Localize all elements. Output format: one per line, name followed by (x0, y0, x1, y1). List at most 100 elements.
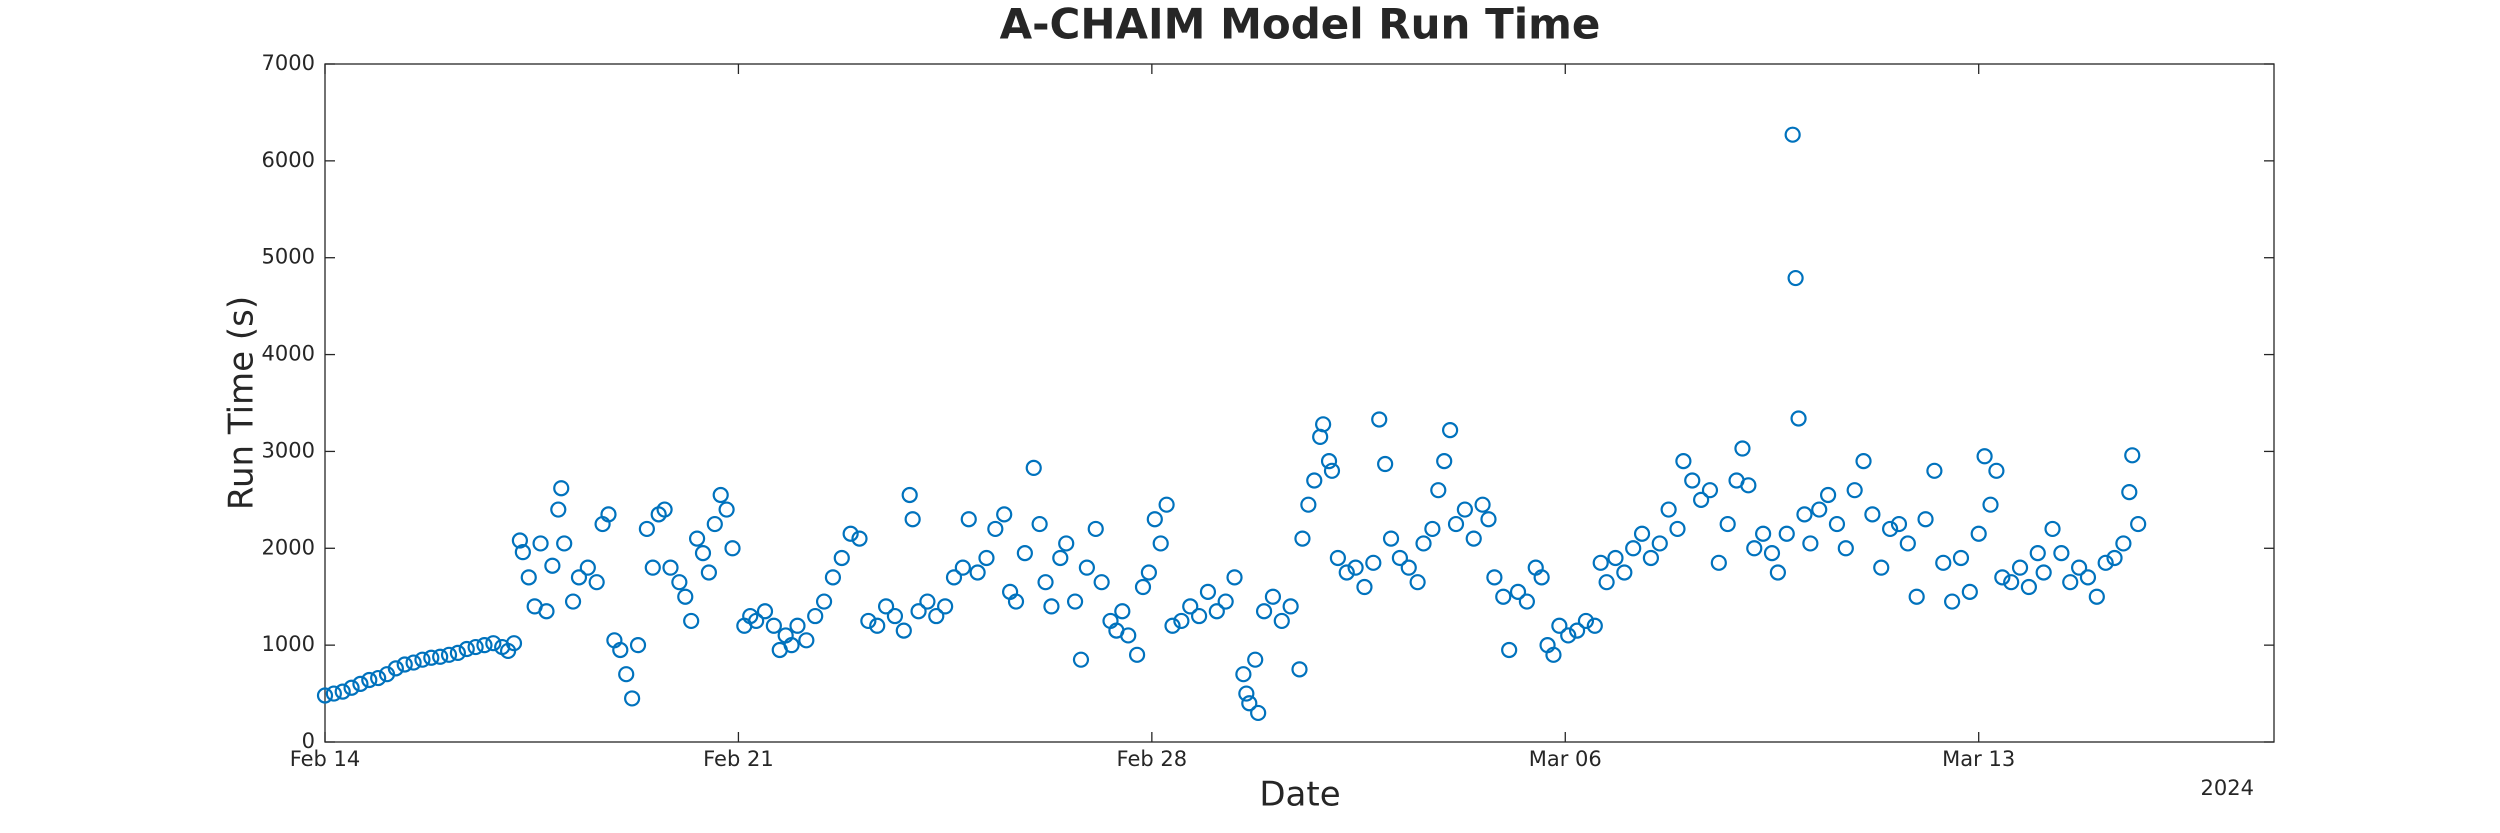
data-point (895, 622, 912, 639)
data-point (1944, 593, 1961, 610)
data-point (1693, 491, 1710, 508)
x-tick-label: Feb 14 (290, 747, 361, 771)
data-point (851, 530, 868, 547)
data-point (1264, 588, 1282, 605)
data-point (1058, 535, 1075, 552)
data-point (370, 669, 387, 687)
data-point (842, 525, 859, 542)
data-point (1734, 440, 1751, 457)
data-point (978, 549, 995, 567)
data-point (1037, 574, 1054, 591)
data-point (789, 617, 806, 634)
data-point (937, 598, 954, 615)
data-point (414, 651, 431, 668)
data-point (1465, 530, 1482, 547)
data-point (1740, 477, 1757, 494)
data-point (1072, 651, 1090, 668)
data-point (1882, 520, 1899, 538)
data-point (476, 637, 493, 654)
data-point (677, 588, 694, 605)
data-point (588, 574, 605, 591)
data-point (1120, 627, 1137, 644)
data-point (343, 679, 360, 696)
data-point (644, 559, 661, 576)
data-point (564, 593, 582, 610)
data-point (656, 501, 673, 518)
data-point (1784, 126, 1801, 143)
data-point (1173, 612, 1190, 630)
data-point (1128, 646, 1146, 663)
data-point (2035, 564, 2052, 581)
data-point (1087, 520, 1104, 538)
data-point (1134, 578, 1152, 596)
data-point (1890, 515, 1908, 533)
data-point (1226, 569, 1243, 586)
data-point (1371, 411, 1388, 428)
data-point (748, 612, 765, 630)
data-point (1855, 453, 1872, 470)
data-point (1093, 574, 1110, 591)
data-point (1043, 598, 1060, 615)
data-point (1238, 685, 1255, 702)
data-point (1819, 486, 1837, 504)
data-point (1474, 496, 1491, 513)
data-point (570, 569, 588, 586)
data-point (1787, 269, 1804, 287)
data-point (618, 666, 635, 683)
data-point (662, 559, 679, 576)
data-point (1778, 525, 1795, 542)
data-point (550, 501, 567, 518)
data-point (1164, 617, 1181, 634)
data-point (1235, 666, 1252, 683)
data-point (1769, 564, 1786, 581)
data-point (1282, 598, 1299, 615)
data-point (1592, 554, 1609, 571)
data-point (1146, 511, 1163, 528)
y-tick-label: 6000 (262, 148, 315, 172)
data-point (514, 544, 531, 561)
data-point (2020, 578, 2037, 596)
data-point (688, 530, 706, 547)
data-point (1208, 603, 1225, 620)
data-point (1710, 554, 1727, 571)
data-point (798, 632, 815, 649)
data-point (1495, 588, 1512, 605)
data-point (1642, 549, 1660, 567)
data-point (624, 690, 641, 707)
data-point (1560, 627, 1577, 644)
data-point (1651, 535, 1668, 552)
data-point (1315, 416, 1332, 433)
data-point (1846, 482, 1863, 499)
data-point (1607, 549, 1624, 567)
data-point (1961, 583, 1978, 600)
x-tick-label: Mar 13 (1942, 747, 2015, 771)
data-point (2062, 574, 2079, 591)
data-point (1669, 520, 1686, 538)
data-point (1486, 569, 1503, 586)
data-point (904, 511, 921, 528)
data-point (901, 486, 918, 504)
data-point (996, 506, 1013, 523)
data-point (807, 607, 824, 625)
data-point (2097, 554, 2114, 571)
data-point (1625, 540, 1642, 557)
data-point (2106, 549, 2123, 567)
data-point (1052, 549, 1069, 567)
data-point (1356, 578, 1373, 596)
data-point (869, 617, 886, 634)
data-point (423, 649, 440, 666)
data-point (1509, 583, 1527, 600)
data-point (694, 545, 712, 562)
data-point (1152, 535, 1169, 552)
data-point (1935, 554, 1952, 571)
data-point (860, 612, 877, 630)
data-point (1982, 496, 1999, 513)
data-point (1031, 515, 1048, 533)
y-axis-label: Run Time (s) (222, 296, 262, 510)
data-point (1926, 462, 1943, 479)
data-point (467, 638, 484, 656)
data-point (2053, 545, 2070, 562)
data-point (2029, 545, 2046, 562)
data-point (1994, 569, 2011, 586)
data-point (1811, 501, 1828, 518)
